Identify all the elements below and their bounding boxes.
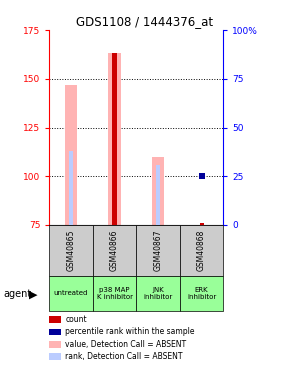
Text: ERK
inhibitor: ERK inhibitor [187, 287, 216, 300]
Bar [69, 151, 73, 225]
Text: GSM40867: GSM40867 [153, 230, 163, 271]
Bar [156, 165, 160, 225]
Text: agent: agent [3, 290, 31, 299]
Bar [49, 225, 93, 276]
Bar [136, 225, 180, 276]
Text: GSM40868: GSM40868 [197, 230, 206, 271]
Text: p38 MAP
K inhibitor: p38 MAP K inhibitor [97, 287, 133, 300]
Text: ▶: ▶ [29, 290, 37, 299]
Text: GSM40866: GSM40866 [110, 230, 119, 271]
Text: rank, Detection Call = ABSENT: rank, Detection Call = ABSENT [65, 352, 183, 361]
Bar [65, 85, 77, 225]
Bar [113, 145, 117, 225]
Bar [108, 53, 121, 225]
Bar [152, 157, 164, 225]
Bar [49, 276, 93, 311]
Text: untreated: untreated [54, 290, 88, 296]
Text: GSM40865: GSM40865 [66, 230, 76, 271]
Text: count: count [65, 315, 87, 324]
Bar [113, 53, 117, 225]
Bar [136, 276, 180, 311]
Text: value, Detection Call = ABSENT: value, Detection Call = ABSENT [65, 340, 186, 349]
Bar [93, 225, 136, 276]
Text: percentile rank within the sample: percentile rank within the sample [65, 327, 195, 336]
Text: GDS1108 / 1444376_at: GDS1108 / 1444376_at [77, 15, 213, 28]
Text: JNK
inhibitor: JNK inhibitor [144, 287, 173, 300]
Bar [180, 225, 223, 276]
Bar [180, 276, 223, 311]
Bar [93, 276, 136, 311]
